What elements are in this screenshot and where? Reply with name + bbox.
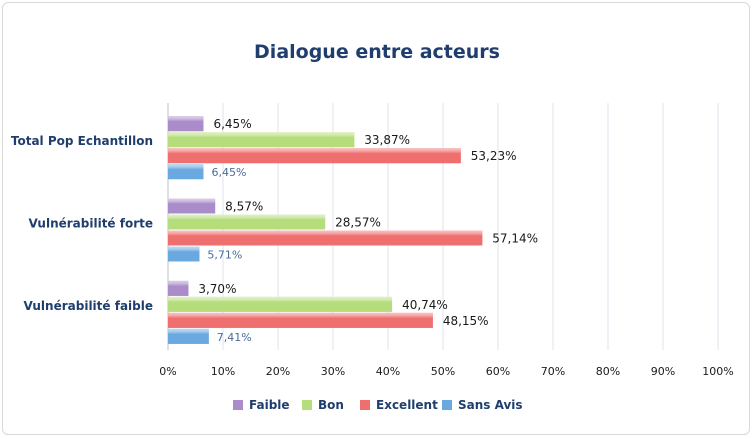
legend-swatch xyxy=(442,400,452,410)
bar-highlight xyxy=(168,164,204,180)
legend-label: Bon xyxy=(318,398,344,412)
legend-label: Faible xyxy=(249,398,290,412)
data-label: 8,57% xyxy=(225,200,263,214)
x-tick-label: 60% xyxy=(486,365,510,378)
legend-swatch xyxy=(302,400,312,410)
x-tick-labels: 0% 10% 20% 30% 40% 50% 60% 70% 80% 90% 100% xyxy=(159,365,733,378)
x-tick-label: 40% xyxy=(376,365,400,378)
chart-frame xyxy=(2,2,750,435)
bar-highlight xyxy=(168,132,355,148)
bar-highlight xyxy=(168,198,216,214)
x-tick-label: 30% xyxy=(321,365,345,378)
category-label: Total Pop Echantillon xyxy=(11,134,153,148)
x-tick-label: 10% xyxy=(211,365,235,378)
legend-label: Sans Avis xyxy=(458,398,523,412)
data-label: 53,23% xyxy=(471,149,517,163)
bar-highlight xyxy=(168,296,393,312)
legend-label: Excellent xyxy=(376,398,438,412)
legend-swatch xyxy=(360,400,370,410)
bar-highlight xyxy=(168,214,326,230)
bar-highlight xyxy=(168,328,209,344)
bar-highlight xyxy=(168,148,461,164)
bars: 6,45% 33,87% 53,23% 6,45% 8,57% 28,57% 57,14% 5… xyxy=(168,116,538,344)
x-tick-label: 0% xyxy=(159,365,176,378)
bar-highlight xyxy=(168,312,433,328)
x-tick-label: 50% xyxy=(431,365,455,378)
x-tick-label: 100% xyxy=(702,365,733,378)
bar-highlight xyxy=(168,230,483,246)
chart-title: Dialogue entre acteurs xyxy=(254,41,500,63)
x-tick-label: 80% xyxy=(596,365,620,378)
x-tick-label: 70% xyxy=(541,365,565,378)
data-label: 6,45% xyxy=(213,117,251,131)
data-label: 48,15% xyxy=(443,314,489,328)
bar-highlight xyxy=(168,246,200,262)
x-tick-label: 20% xyxy=(266,365,290,378)
category-label: Vulnérabilité faible xyxy=(24,299,153,313)
data-label: 3,70% xyxy=(198,282,236,296)
category-labels: Total Pop Echantillon Vulnérabilité forte… xyxy=(11,134,153,313)
data-label: 33,87% xyxy=(364,133,410,147)
bar-highlight xyxy=(168,280,189,296)
data-label: 40,74% xyxy=(402,298,448,312)
category-label: Vulnérabilité forte xyxy=(29,217,153,231)
x-tick-label: 90% xyxy=(651,365,675,378)
data-label: 7,41% xyxy=(217,331,252,344)
data-label: 5,71% xyxy=(207,249,242,262)
legend: Faible Bon Excellent Sans Avis xyxy=(233,398,523,412)
data-label: 28,57% xyxy=(335,216,381,230)
bar-highlight xyxy=(168,116,204,132)
data-label: 6,45% xyxy=(211,166,246,179)
data-label: 57,14% xyxy=(492,232,538,246)
legend-swatch xyxy=(233,400,243,410)
